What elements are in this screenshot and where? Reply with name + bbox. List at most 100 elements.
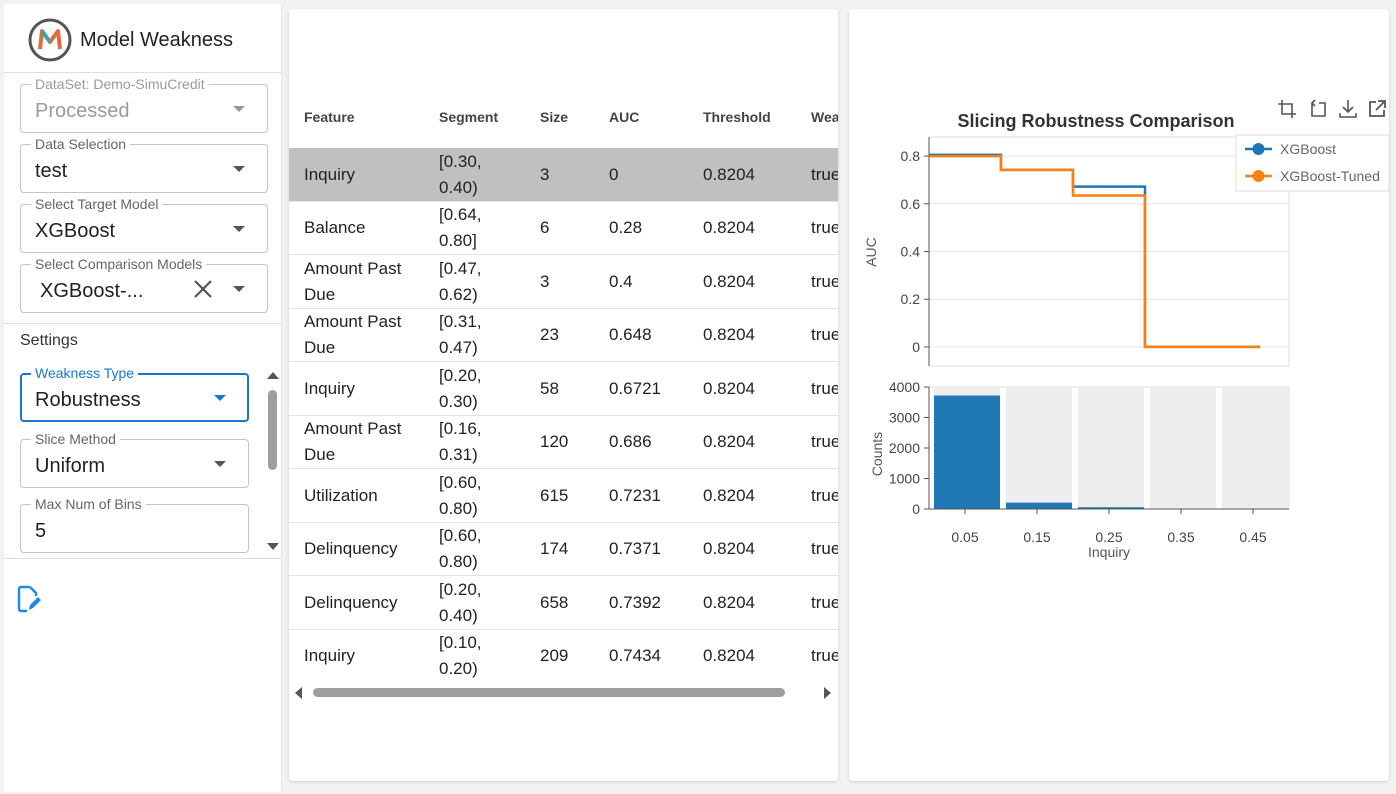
column-header-threshold[interactable]: Threshold bbox=[703, 109, 771, 125]
data-selection-value: test bbox=[35, 160, 68, 182]
weakness-type-select[interactable]: Weakness Type Robustness bbox=[20, 365, 249, 422]
cell-threshold: 0.8204 bbox=[703, 432, 755, 451]
chevron-down-icon bbox=[233, 106, 245, 112]
y-tick-label: 0.4 bbox=[901, 244, 921, 260]
cell-size: 658 bbox=[540, 592, 569, 612]
legend-marker bbox=[1252, 143, 1265, 155]
brand: Model Weakness bbox=[28, 16, 233, 64]
cell-weak: true bbox=[811, 164, 838, 184]
table-row[interactable]: Balance [0.64, 0.80] 6 0.28 0.8204 true bbox=[289, 202, 838, 255]
cell-threshold: 0.8204 bbox=[703, 271, 755, 291]
chevron-down-icon[interactable] bbox=[233, 166, 245, 172]
y-tick-label: 1000 bbox=[889, 471, 920, 487]
divider bbox=[4, 72, 282, 73]
dataset-select: DataSet: Demo-SimuCredit Processed bbox=[20, 76, 268, 133]
cell-segment: [0.30, 0.40) bbox=[439, 151, 482, 197]
edit-icon[interactable] bbox=[16, 584, 42, 614]
cell-weak: true bbox=[811, 432, 838, 451]
scrollbar-thumb[interactable] bbox=[313, 688, 785, 697]
table-header: Feature Segment Size AUC Threshold Wea bbox=[289, 101, 838, 137]
settings-scrollbar[interactable] bbox=[266, 368, 280, 554]
cell-threshold: 0.8204 bbox=[703, 218, 755, 237]
table-row[interactable]: Inquiry [0.20, 0.30) 58 0.6721 0.8204 tr… bbox=[289, 362, 838, 416]
cell-threshold: 0.8204 bbox=[703, 164, 755, 184]
cell-threshold: 0.8204 bbox=[703, 539, 755, 558]
crop-icon[interactable] bbox=[1277, 99, 1297, 119]
legend-marker bbox=[1252, 170, 1265, 182]
cell-threshold: 0.8204 bbox=[703, 485, 755, 505]
chevron-down-icon[interactable] bbox=[214, 461, 226, 467]
y-axis-label: Counts bbox=[869, 432, 885, 476]
cell-feature: Amount Past Due bbox=[304, 419, 402, 464]
x-tick-label: 0.05 bbox=[951, 529, 978, 545]
column-header-size[interactable]: Size bbox=[540, 109, 569, 125]
cell-feature: Delinquency bbox=[304, 592, 398, 612]
scroll-up-icon[interactable] bbox=[267, 372, 279, 379]
line-chart: Slicing Robustness Comparison 0 0.2 0.4 0.6 0… bbox=[863, 111, 1389, 367]
cell-threshold: 0.8204 bbox=[703, 325, 755, 344]
table-row[interactable]: Inquiry [0.30, 0.40) 3 0 0.8204 true bbox=[289, 148, 838, 202]
scroll-down-icon[interactable] bbox=[267, 543, 279, 550]
dataset-value: Processed bbox=[35, 100, 130, 122]
chevron-down-icon[interactable] bbox=[233, 286, 245, 292]
scrollbar-thumb[interactable] bbox=[268, 390, 277, 470]
table-row[interactable]: Delinquency [0.20, 0.40) 658 0.7392 0.82… bbox=[289, 576, 838, 630]
table-row[interactable]: Utilization [0.60, 0.80) 615 0.7231 0.82… bbox=[289, 469, 838, 523]
weakness-type-value: Robustness bbox=[35, 389, 141, 411]
cell-size: 6 bbox=[540, 218, 550, 237]
open-external-icon[interactable] bbox=[1367, 99, 1387, 119]
app-logo-icon bbox=[28, 18, 72, 62]
close-icon[interactable] bbox=[191, 277, 215, 301]
table-row[interactable]: Amount Past Due [0.31, 0.47) 23 0.648 0.… bbox=[289, 309, 838, 362]
download-icon[interactable] bbox=[1338, 99, 1358, 119]
cell-auc: 0.686 bbox=[609, 432, 652, 451]
table-row[interactable]: Inquiry [0.10, 0.20) 209 0.7434 0.8204 t… bbox=[289, 630, 838, 684]
target-model-select[interactable]: Select Target Model XGBoost bbox=[20, 196, 268, 253]
chevron-down-icon[interactable] bbox=[214, 395, 226, 401]
cell-feature: Delinquency bbox=[304, 539, 398, 558]
table-horizontal-scrollbar[interactable] bbox=[295, 686, 831, 700]
scroll-right-icon[interactable] bbox=[824, 687, 831, 699]
cell-threshold: 0.8204 bbox=[703, 592, 755, 612]
cell-size: 120 bbox=[540, 432, 569, 451]
slice-method-select[interactable]: Slice Method Uniform bbox=[20, 431, 249, 488]
cell-threshold: 0.8204 bbox=[703, 646, 755, 665]
table-row[interactable]: Amount Past Due [0.16, 0.31) 120 0.686 0… bbox=[289, 416, 838, 469]
max-bins-value[interactable]: 5 bbox=[35, 520, 47, 542]
cell-auc: 0 bbox=[609, 164, 619, 184]
column-header-auc[interactable]: AUC bbox=[609, 109, 640, 125]
cell-size: 209 bbox=[540, 646, 569, 665]
cell-auc: 0.648 bbox=[609, 325, 652, 344]
slice-method-label: Slice Method bbox=[31, 431, 120, 447]
table-row[interactable]: Amount Past Due [0.47, 0.62) 3 0.4 0.820… bbox=[289, 255, 838, 309]
y-axis-label: AUC bbox=[863, 237, 879, 267]
data-selection-label: Data Selection bbox=[31, 136, 131, 152]
comparison-models-select[interactable]: Select Comparison Models XGBoost-... bbox=[20, 256, 268, 313]
column-header-feature[interactable]: Feature bbox=[304, 109, 355, 125]
comparison-models-chip[interactable]: XGBoost-... bbox=[40, 280, 144, 302]
table-body: Inquiry [0.30, 0.40) 3 0 0.8204 true Bal… bbox=[289, 148, 838, 683]
reset-icon[interactable] bbox=[1308, 99, 1328, 119]
divider bbox=[4, 323, 282, 324]
bin-background bbox=[1150, 387, 1216, 509]
max-bins-input[interactable]: Max Num of Bins 5 bbox=[20, 496, 249, 553]
data-selection-select[interactable]: Data Selection test bbox=[20, 136, 268, 193]
column-header-weak[interactable]: Wea bbox=[811, 109, 838, 125]
cell-auc: 0.28 bbox=[609, 218, 643, 237]
slice-method-value: Uniform bbox=[35, 455, 106, 477]
cell-feature: Inquiry bbox=[304, 378, 356, 398]
cell-threshold: 0.8204 bbox=[703, 378, 755, 398]
column-header-segment[interactable]: Segment bbox=[439, 109, 499, 125]
scroll-left-icon[interactable] bbox=[295, 687, 302, 699]
comparison-models-label: Select Comparison Models bbox=[31, 256, 207, 272]
table-row[interactable]: Delinquency [0.60, 0.80) 174 0.7371 0.82… bbox=[289, 523, 838, 576]
cell-size: 174 bbox=[540, 539, 569, 558]
cell-feature: Amount Past Due bbox=[304, 312, 402, 357]
cell-weak: true bbox=[811, 539, 838, 558]
chevron-down-icon[interactable] bbox=[233, 226, 245, 232]
cell-segment: [0.31, 0.47) bbox=[439, 312, 482, 357]
histogram-chart: 0 1000 2000 3000 4000 0.05 0.15 0.25 0.35 0.45 Inq… bbox=[869, 379, 1290, 560]
cell-auc: 0.7231 bbox=[609, 485, 661, 505]
max-bins-label: Max Num of Bins bbox=[31, 496, 146, 512]
cell-segment: [0.60, 0.80) bbox=[439, 472, 482, 518]
